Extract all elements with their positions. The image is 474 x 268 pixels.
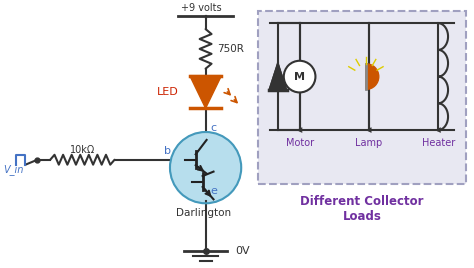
Text: Motor: Motor [285,138,314,148]
Text: 10kΩ: 10kΩ [70,145,95,155]
Text: Lamp: Lamp [355,138,383,148]
Text: V_in: V_in [3,164,24,175]
Circle shape [284,61,316,92]
Text: LED: LED [157,87,179,97]
Text: Different Collector
Loads: Different Collector Loads [300,195,424,223]
Text: Darlington: Darlington [176,208,231,218]
Text: M: M [294,72,305,81]
Ellipse shape [170,132,241,203]
Text: 0V: 0V [235,246,250,256]
Wedge shape [366,64,379,90]
Text: +9 volts: +9 volts [182,3,222,13]
FancyBboxPatch shape [258,11,466,184]
Text: b: b [164,146,172,156]
Polygon shape [269,63,287,91]
Polygon shape [190,76,221,108]
Text: e: e [210,187,218,196]
Text: 750R: 750R [218,44,245,54]
Text: c: c [210,123,217,133]
Text: Heater: Heater [421,138,455,148]
